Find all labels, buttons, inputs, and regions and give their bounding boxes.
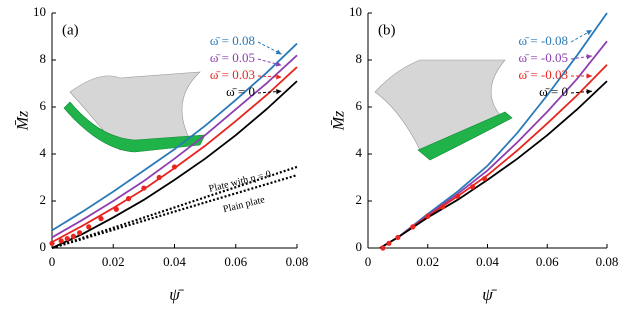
y-tick-label: 2	[40, 192, 47, 207]
data-point	[98, 216, 104, 222]
legend-arrowhead	[275, 49, 282, 55]
legend-label: ω̄ = -0.05	[519, 50, 568, 65]
data-point	[425, 213, 431, 219]
y-tick-label: 6	[40, 98, 47, 113]
data-point	[86, 224, 92, 230]
panel-label: (b)	[378, 22, 396, 38]
curve	[51, 54, 298, 239]
data-point	[481, 176, 488, 182]
data-point	[58, 238, 64, 244]
data-point	[386, 240, 392, 246]
legend-label: ω̄ = -0.03	[519, 67, 568, 82]
y-tick-label: 6	[356, 98, 363, 113]
data-point	[70, 233, 77, 239]
data-point	[76, 230, 83, 236]
legend-arrowhead	[586, 89, 593, 95]
legend-arrow	[257, 75, 282, 78]
x-tick-label: 0.06	[224, 254, 247, 269]
x-tick-label: 0.04	[163, 254, 186, 269]
x-tick-label: 0.08	[286, 254, 309, 269]
data-point	[469, 184, 476, 190]
curve	[51, 165, 298, 250]
x-tick-label: 0.02	[416, 254, 439, 269]
data-point	[125, 196, 132, 202]
annotation: Plate with η = 0	[208, 169, 272, 195]
panel-label: (a)	[62, 22, 79, 38]
legend-arrowhead	[276, 74, 282, 80]
legend-arrowhead	[586, 54, 593, 60]
x-tick-label: 0.08	[596, 254, 619, 269]
curve	[51, 42, 298, 232]
legend-arrowhead	[276, 89, 282, 95]
shell-surface	[69, 71, 201, 151]
x-axis-label: ψ̄	[169, 285, 185, 304]
legend-label: ω̄ = -0.08	[519, 33, 568, 48]
y-tick-label: 10	[33, 4, 46, 19]
y-axis-label: M̄z	[331, 110, 348, 131]
y-tick-label: 8	[40, 51, 47, 66]
shell-edge	[63, 101, 206, 153]
y-tick-label: 0	[356, 239, 363, 254]
illustration-a	[63, 71, 206, 153]
curve	[51, 80, 298, 249]
y-tick-label: 8	[356, 51, 363, 66]
data-point	[141, 185, 147, 191]
legend-arrow	[257, 90, 282, 94]
legend-arrowhead	[275, 61, 282, 67]
legend-label: ω̄ = 0.03	[210, 67, 255, 82]
legend-label: ω̄ = 0.08	[210, 33, 255, 48]
legend-label: ω̄ = 0.05	[210, 50, 255, 65]
data-point	[113, 206, 119, 212]
x-tick-label: 0.06	[536, 254, 559, 269]
legend-label: ω̄ = 0	[226, 84, 255, 99]
x-tick-label: 0	[365, 254, 372, 269]
illustration-b	[374, 59, 513, 161]
data-point	[64, 236, 70, 242]
data-point	[455, 193, 461, 199]
y-tick-label: 0	[40, 239, 47, 254]
legend-arrowhead	[586, 73, 593, 79]
data-point	[156, 174, 162, 181]
annotation: Plain plate	[222, 194, 266, 215]
shell-surface	[374, 59, 506, 151]
y-tick-label: 10	[349, 4, 362, 19]
data-point	[171, 164, 178, 170]
y-tick-label: 4	[40, 145, 47, 160]
curve	[51, 174, 298, 250]
x-axis-label: ψ̄	[482, 285, 498, 304]
x-tick-label: 0.02	[102, 254, 125, 269]
y-tick-label: 4	[356, 145, 363, 160]
x-tick-label: 0.04	[476, 254, 499, 269]
data-point	[440, 204, 446, 210]
data-point	[395, 234, 401, 241]
data-point	[49, 240, 55, 246]
curve	[379, 80, 608, 249]
y-tick-label: 2	[356, 192, 363, 207]
x-tick-label: 0	[49, 254, 56, 269]
legend-arrowhead	[586, 30, 593, 36]
y-axis-label: M̄z	[15, 110, 32, 131]
data-point	[380, 245, 386, 251]
shell-edge	[417, 111, 513, 161]
legend-label: ω̄ = 0	[539, 84, 568, 99]
data-point	[410, 224, 416, 230]
